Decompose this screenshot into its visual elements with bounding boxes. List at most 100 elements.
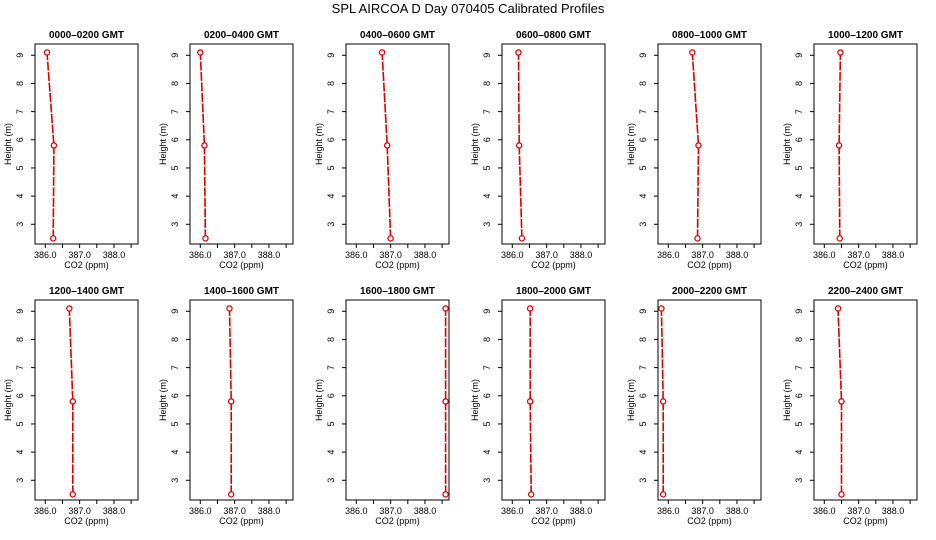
panel-title: 1600–1800 GMT — [360, 286, 435, 297]
x-tick-label: 386.0 — [34, 506, 57, 516]
y-tick-label: 8 — [170, 337, 180, 342]
y-tick-label: 8 — [794, 81, 804, 86]
y-tick-label: 6 — [638, 393, 648, 398]
data-point — [69, 398, 77, 405]
plot-frame — [345, 43, 450, 245]
y-tick-label: 7 — [638, 109, 648, 114]
y-tick-label: 4 — [15, 194, 25, 199]
data-point — [689, 49, 696, 56]
y-tick-label: 5 — [482, 165, 492, 170]
x-tick-label: 386.0 — [34, 250, 57, 260]
profile-panel: 0200–0400 GMT 386.0 387.0 388.0 3 4 5 6 7 8 9 CO2 (… — [158, 30, 294, 270]
y-tick-label: 3 — [794, 222, 804, 227]
y-tick-label: 7 — [170, 109, 180, 114]
y-tick-label: 9 — [482, 53, 492, 58]
y-tick-label: 6 — [170, 393, 180, 398]
data-point — [658, 305, 665, 312]
x-tick-label: 388.0 — [570, 506, 593, 516]
plot-frame — [501, 43, 606, 245]
x-tick-label: 386.0 — [813, 250, 836, 260]
y-tick-label: 4 — [170, 450, 180, 455]
y-tick-label: 4 — [794, 194, 804, 199]
x-tick-label: 387.0 — [68, 250, 91, 260]
y-axis-label: Height (m) — [158, 123, 168, 165]
x-tick-label: 388.0 — [570, 250, 593, 260]
x-tick-label: 387.0 — [847, 250, 870, 260]
profile-panel: 1800–2000 GMT 386.0 387.0 388.0 3 4 5 6 7 8 9 CO2 (… — [470, 286, 606, 526]
y-tick-label: 9 — [794, 53, 804, 58]
x-tick-label: 387.0 — [847, 506, 870, 516]
panel-title: 0800–1000 GMT — [672, 30, 747, 41]
x-tick-label: 386.0 — [189, 250, 212, 260]
profile-panel: 0600–0800 GMT 386.0 387.0 388.0 3 4 5 6 7 8 9 CO2 (… — [470, 30, 606, 270]
x-tick-label: 387.0 — [68, 506, 91, 516]
panel-grid: 0000–0200 GMT 386.0 387.0 388.0 3 4 5 6 7 8 9 CO2 (… — [3, 30, 918, 526]
y-tick-label: 8 — [638, 81, 648, 86]
x-tick-label: 388.0 — [258, 250, 281, 260]
x-tick-label: 388.0 — [103, 506, 126, 516]
y-axis-label: Height (m) — [782, 379, 792, 421]
panel-title: 0400–0600 GMT — [360, 30, 435, 41]
x-axis-label: CO2 (ppm) — [687, 516, 732, 526]
y-tick-label: 7 — [794, 365, 804, 370]
data-point — [201, 142, 208, 149]
data-point — [837, 49, 844, 56]
y-tick-label: 9 — [170, 309, 180, 314]
data-point — [43, 49, 51, 56]
data-point — [515, 49, 522, 56]
y-tick-label: 9 — [794, 309, 804, 314]
x-tick-label: 386.0 — [657, 506, 680, 516]
data-point — [526, 305, 534, 312]
y-tick-label: 6 — [326, 137, 336, 142]
y-tick-label: 6 — [15, 393, 25, 398]
x-tick-label: 386.0 — [345, 250, 368, 260]
y-tick-label: 9 — [15, 309, 25, 314]
y-tick-label: 7 — [170, 365, 180, 370]
profile-panel: 2000–2200 GMT 386.0 387.0 388.0 3 4 5 6 7 8 9 CO2 (… — [626, 286, 762, 526]
y-tick-label: 9 — [170, 53, 180, 58]
plot-frame — [34, 43, 139, 245]
y-tick-label: 9 — [482, 309, 492, 314]
y-tick-label: 6 — [482, 393, 492, 398]
y-tick-label: 3 — [170, 222, 180, 227]
x-tick-label: 388.0 — [414, 250, 437, 260]
plot-frame — [345, 299, 450, 501]
y-tick-label: 5 — [482, 421, 492, 426]
y-tick-label: 3 — [15, 222, 25, 227]
y-tick-label: 6 — [15, 137, 25, 142]
data-point — [659, 491, 667, 498]
x-axis-label: CO2 (ppm) — [64, 516, 109, 526]
data-point — [383, 142, 391, 149]
y-tick-label: 8 — [482, 337, 492, 342]
data-point — [659, 398, 667, 405]
data-point — [197, 49, 204, 56]
y-tick-label: 9 — [638, 309, 648, 314]
data-point — [387, 235, 394, 242]
panel-title: 1000–1200 GMT — [828, 30, 903, 41]
profile-panel: 1600–1800 GMT 386.0 387.0 388.0 3 4 5 6 7 8 9 CO2 (… — [314, 286, 450, 526]
y-tick-label: 5 — [15, 421, 25, 426]
plot-frame — [501, 299, 606, 501]
y-tick-label: 5 — [638, 165, 648, 170]
data-point — [227, 398, 235, 405]
y-tick-label: 8 — [170, 81, 180, 86]
y-tick-label: 5 — [15, 165, 25, 170]
y-tick-label: 7 — [638, 365, 648, 370]
data-point — [515, 142, 523, 149]
x-tick-label: 387.0 — [691, 250, 714, 260]
y-tick-label: 7 — [326, 365, 336, 370]
y-tick-label: 7 — [326, 109, 336, 114]
y-tick-label: 9 — [326, 309, 336, 314]
x-tick-label: 387.0 — [379, 506, 402, 516]
y-tick-label: 7 — [794, 109, 804, 114]
y-axis-label: Height (m) — [626, 123, 636, 165]
profile-line — [199, 52, 207, 239]
data-point — [378, 49, 386, 56]
y-tick-label: 3 — [482, 222, 492, 227]
y-tick-label: 4 — [482, 194, 492, 199]
x-tick-label: 387.0 — [379, 250, 402, 260]
x-axis-label: CO2 (ppm) — [531, 260, 576, 270]
y-tick-label: 3 — [170, 478, 180, 483]
data-point — [526, 398, 534, 405]
